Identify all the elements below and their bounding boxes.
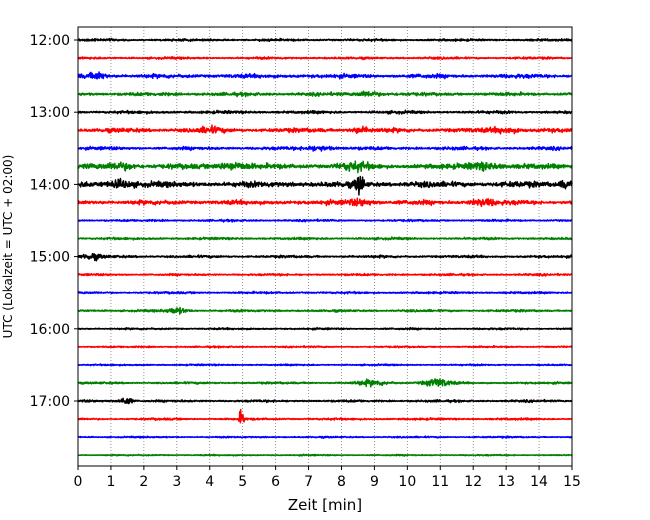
trace-row-6 xyxy=(77,145,573,152)
x-tick-label-0: 0 xyxy=(74,474,83,490)
y-tick-label-3: 15:00 xyxy=(30,250,70,266)
x-tick-label-3: 3 xyxy=(172,474,181,490)
x-tick-label-11: 11 xyxy=(431,474,449,490)
x-tick-label-12: 12 xyxy=(464,474,482,490)
trace-row-16 xyxy=(77,326,573,331)
trace-row-13 xyxy=(77,272,573,277)
x-tick-label-9: 9 xyxy=(370,474,379,490)
trace-row-5 xyxy=(77,124,573,135)
vertical-gridlines xyxy=(110,27,540,466)
trace-row-21 xyxy=(77,408,573,424)
trace-row-19 xyxy=(77,378,573,388)
y-axis-label: UTC (Lokalzeit = UTC + 02:00) xyxy=(1,155,15,339)
trace-row-20 xyxy=(77,397,573,405)
x-axis-ticks: 0 1 2 3 4 5 6 7 8 9 10 11 12 13 14 15 xyxy=(74,466,581,490)
trace-row-11 xyxy=(77,236,573,241)
trace-row-2 xyxy=(77,71,573,80)
trace-row-1 xyxy=(77,55,573,61)
x-tick-label-8: 8 xyxy=(337,474,346,490)
trace-row-3 xyxy=(77,90,573,98)
trace-row-0 xyxy=(77,37,573,43)
x-axis-label: Zeit [min] xyxy=(288,496,362,514)
trace-row-15 xyxy=(77,306,573,315)
x-tick-label-2: 2 xyxy=(139,474,148,490)
x-tick-label-1: 1 xyxy=(106,474,115,490)
y-tick-label-2: 14:00 xyxy=(30,177,70,193)
x-tick-label-14: 14 xyxy=(530,474,548,490)
y-axis-ticks: 12:00 13:00 14:00 15:00 16:00 17:00 xyxy=(30,33,78,410)
x-tick-label-6: 6 xyxy=(271,474,280,490)
trace-row-18 xyxy=(77,363,573,367)
x-tick-label-10: 10 xyxy=(398,474,416,490)
y-tick-label-4: 16:00 xyxy=(30,322,70,338)
trace-row-10 xyxy=(77,218,573,223)
trace-row-9 xyxy=(77,197,573,208)
x-tick-label-4: 4 xyxy=(205,474,214,490)
x-tick-label-5: 5 xyxy=(238,474,247,490)
trace-row-23 xyxy=(77,453,573,457)
seismogram-traces xyxy=(77,37,573,457)
y-tick-label-1: 13:00 xyxy=(30,105,70,121)
x-tick-label-15: 15 xyxy=(563,474,581,490)
trace-row-17 xyxy=(77,345,573,349)
trace-row-22 xyxy=(77,435,573,439)
plot-frame xyxy=(77,26,573,467)
x-tick-label-7: 7 xyxy=(304,474,313,490)
trace-row-14 xyxy=(77,290,573,295)
trace-row-4 xyxy=(77,109,573,115)
trace-row-7 xyxy=(77,160,573,174)
y-tick-label-5: 17:00 xyxy=(30,394,70,410)
trace-row-8 xyxy=(77,175,573,196)
x-tick-label-13: 13 xyxy=(497,474,515,490)
y-tick-label-0: 12:00 xyxy=(30,33,70,49)
trace-row-12 xyxy=(77,253,573,262)
